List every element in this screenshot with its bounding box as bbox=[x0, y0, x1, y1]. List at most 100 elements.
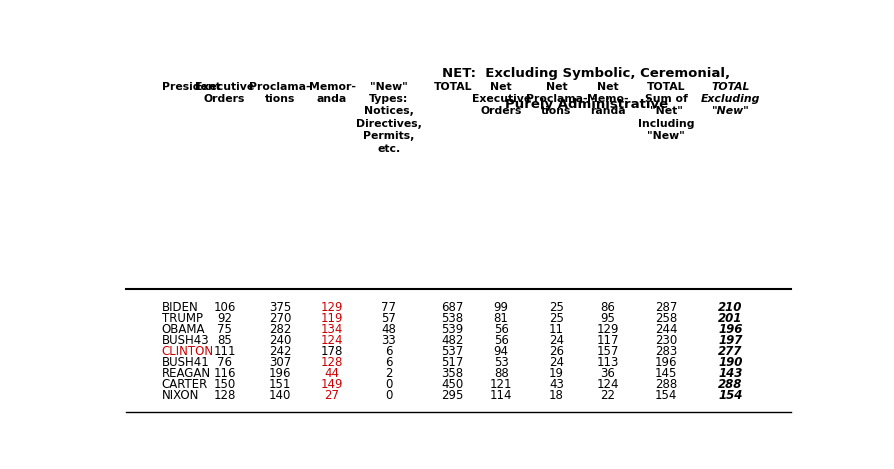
Text: 43: 43 bbox=[549, 378, 564, 391]
Text: 230: 230 bbox=[655, 334, 677, 347]
Text: 94: 94 bbox=[493, 345, 509, 358]
Text: TOTAL: TOTAL bbox=[434, 82, 472, 91]
Text: "New"
Types:
Notices,
Directives,
Permits,
etc.: "New" Types: Notices, Directives, Permit… bbox=[356, 82, 422, 153]
Text: 154: 154 bbox=[654, 389, 678, 402]
Text: 149: 149 bbox=[321, 378, 343, 391]
Text: 26: 26 bbox=[549, 345, 564, 358]
Text: 129: 129 bbox=[596, 323, 619, 336]
Text: 2: 2 bbox=[385, 367, 392, 380]
Text: 11: 11 bbox=[549, 323, 564, 336]
Text: 6: 6 bbox=[385, 345, 392, 358]
Text: 88: 88 bbox=[493, 367, 509, 380]
Text: 106: 106 bbox=[214, 301, 236, 314]
Text: NIXON: NIXON bbox=[162, 389, 199, 402]
Text: 117: 117 bbox=[596, 334, 619, 347]
Text: 36: 36 bbox=[601, 367, 615, 380]
Text: 111: 111 bbox=[214, 345, 236, 358]
Text: 282: 282 bbox=[269, 323, 291, 336]
Text: 140: 140 bbox=[269, 389, 291, 402]
Text: 307: 307 bbox=[269, 356, 291, 369]
Text: 277: 277 bbox=[718, 345, 743, 358]
Text: 295: 295 bbox=[442, 389, 464, 402]
Text: 0: 0 bbox=[385, 378, 392, 391]
Text: 113: 113 bbox=[596, 356, 619, 369]
Text: 116: 116 bbox=[214, 367, 236, 380]
Text: Proclama-
tions: Proclama- tions bbox=[249, 82, 311, 104]
Text: 53: 53 bbox=[493, 356, 509, 369]
Text: 134: 134 bbox=[321, 323, 343, 336]
Text: 76: 76 bbox=[217, 356, 232, 369]
Text: Net
Proclama-
tions: Net Proclama- tions bbox=[526, 82, 587, 116]
Text: 244: 244 bbox=[654, 323, 678, 336]
Text: 27: 27 bbox=[325, 389, 340, 402]
Text: 287: 287 bbox=[654, 301, 678, 314]
Text: 687: 687 bbox=[442, 301, 464, 314]
Text: 119: 119 bbox=[321, 312, 343, 325]
Text: 129: 129 bbox=[321, 301, 343, 314]
Text: 197: 197 bbox=[718, 334, 743, 347]
Text: TOTAL
Sum of
"Net"
Including
"New": TOTAL Sum of "Net" Including "New" bbox=[637, 82, 695, 141]
Text: 18: 18 bbox=[549, 389, 564, 402]
Text: 375: 375 bbox=[269, 301, 291, 314]
Text: 450: 450 bbox=[442, 378, 464, 391]
Text: 154: 154 bbox=[718, 389, 743, 402]
Text: 258: 258 bbox=[655, 312, 677, 325]
Text: 151: 151 bbox=[269, 378, 291, 391]
Text: 210: 210 bbox=[718, 301, 743, 314]
Text: 77: 77 bbox=[382, 301, 396, 314]
Text: President: President bbox=[162, 82, 221, 91]
Text: Executive
Orders: Executive Orders bbox=[195, 82, 254, 104]
Text: 19: 19 bbox=[549, 367, 564, 380]
Text: 92: 92 bbox=[217, 312, 232, 325]
Text: 196: 196 bbox=[269, 367, 291, 380]
Text: 124: 124 bbox=[596, 378, 619, 391]
Text: 240: 240 bbox=[269, 334, 291, 347]
Text: 81: 81 bbox=[493, 312, 509, 325]
Text: 24: 24 bbox=[549, 334, 564, 347]
Text: 128: 128 bbox=[321, 356, 343, 369]
Text: 25: 25 bbox=[549, 301, 564, 314]
Text: 85: 85 bbox=[217, 334, 232, 347]
Text: 57: 57 bbox=[382, 312, 396, 325]
Text: 75: 75 bbox=[217, 323, 232, 336]
Text: 538: 538 bbox=[442, 312, 464, 325]
Text: 242: 242 bbox=[269, 345, 291, 358]
Text: NET:  Excluding Symbolic, Ceremonial,: NET: Excluding Symbolic, Ceremonial, bbox=[443, 67, 730, 80]
Text: BIDEN: BIDEN bbox=[162, 301, 198, 314]
Text: 288: 288 bbox=[718, 378, 743, 391]
Text: 121: 121 bbox=[490, 378, 512, 391]
Text: 24: 24 bbox=[549, 356, 564, 369]
Text: 48: 48 bbox=[382, 323, 396, 336]
Text: 157: 157 bbox=[596, 345, 619, 358]
Text: 56: 56 bbox=[493, 323, 509, 336]
Text: CLINTON: CLINTON bbox=[162, 345, 214, 358]
Text: Purely Administrative: Purely Administrative bbox=[505, 98, 668, 111]
Text: Net
Executive
Orders: Net Executive Orders bbox=[471, 82, 531, 116]
Text: Net
Memo-
randa: Net Memo- randa bbox=[587, 82, 628, 116]
Text: 190: 190 bbox=[718, 356, 743, 369]
Text: TRUMP: TRUMP bbox=[162, 312, 203, 325]
Text: 196: 196 bbox=[654, 356, 678, 369]
Text: 0: 0 bbox=[385, 389, 392, 402]
Text: 143: 143 bbox=[718, 367, 743, 380]
Text: 539: 539 bbox=[442, 323, 464, 336]
Text: 150: 150 bbox=[214, 378, 236, 391]
Text: 270: 270 bbox=[269, 312, 291, 325]
Text: 22: 22 bbox=[601, 389, 615, 402]
Text: 6: 6 bbox=[385, 356, 392, 369]
Text: 25: 25 bbox=[549, 312, 564, 325]
Text: BUSH43: BUSH43 bbox=[162, 334, 209, 347]
Text: 56: 56 bbox=[493, 334, 509, 347]
Text: 145: 145 bbox=[654, 367, 678, 380]
Text: 86: 86 bbox=[601, 301, 615, 314]
Text: CARTER: CARTER bbox=[162, 378, 208, 391]
Text: 283: 283 bbox=[655, 345, 677, 358]
Text: Memor-
anda: Memor- anda bbox=[308, 82, 356, 104]
Text: 44: 44 bbox=[325, 367, 340, 380]
Text: OBAMA: OBAMA bbox=[162, 323, 205, 336]
Text: 482: 482 bbox=[442, 334, 464, 347]
Text: 196: 196 bbox=[718, 323, 743, 336]
Text: 99: 99 bbox=[493, 301, 509, 314]
Text: 114: 114 bbox=[490, 389, 512, 402]
Text: 95: 95 bbox=[601, 312, 615, 325]
